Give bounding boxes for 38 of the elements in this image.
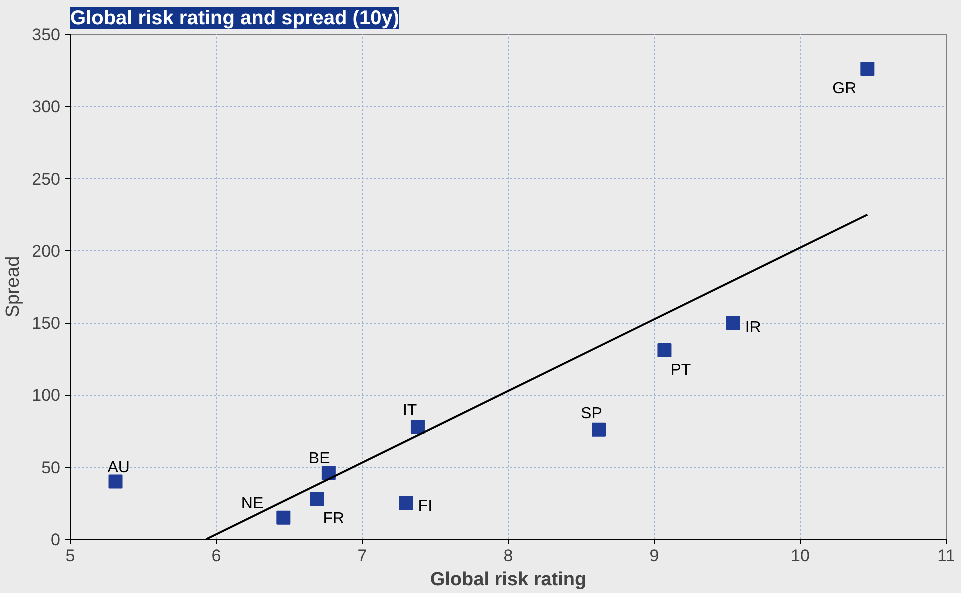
point <box>592 422 606 437</box>
point <box>860 62 875 76</box>
annotation: GR <box>832 80 857 98</box>
annotation: IR <box>745 320 762 337</box>
x-tick-label: 7 <box>358 546 368 566</box>
x-tick-label: 11 <box>938 546 956 566</box>
x-axis-title: Global risk rating <box>430 570 587 590</box>
y-tick-label: 0 <box>51 530 61 550</box>
y-tick-label: 50 <box>42 458 61 478</box>
annotation: PT <box>670 362 692 379</box>
point <box>726 316 740 330</box>
x-tick-label: 5 <box>66 546 76 566</box>
annotation: NE <box>241 495 264 512</box>
x-tick-label: 10 <box>791 546 810 566</box>
y-tick-label: 300 <box>32 98 61 117</box>
annotation: FI <box>418 498 433 515</box>
annotation: IT <box>402 402 418 420</box>
point <box>108 474 123 489</box>
point <box>399 496 414 510</box>
annotation: FR <box>323 510 345 528</box>
x-tick-label: 8 <box>504 546 514 566</box>
y-tick-label: 250 <box>32 170 61 189</box>
point <box>276 510 291 525</box>
point <box>310 492 324 506</box>
annotation: SP <box>581 405 602 422</box>
chart-title: Global risk rating and spread (10y) <box>70 8 400 30</box>
annotation: BE <box>308 450 330 468</box>
point <box>658 343 672 358</box>
point <box>322 466 336 480</box>
x-tick-label: 9 <box>650 546 660 566</box>
y-tick-label: 100 <box>32 386 61 406</box>
point <box>410 420 425 434</box>
x-tick-label: 6 <box>212 546 222 566</box>
y-axis-title: Spread <box>3 256 24 318</box>
y-tick-label: 200 <box>32 242 61 261</box>
y-tick-label: 150 <box>32 314 61 334</box>
annotation: AU <box>108 459 130 476</box>
y-tick-label: 350 <box>32 26 61 44</box>
